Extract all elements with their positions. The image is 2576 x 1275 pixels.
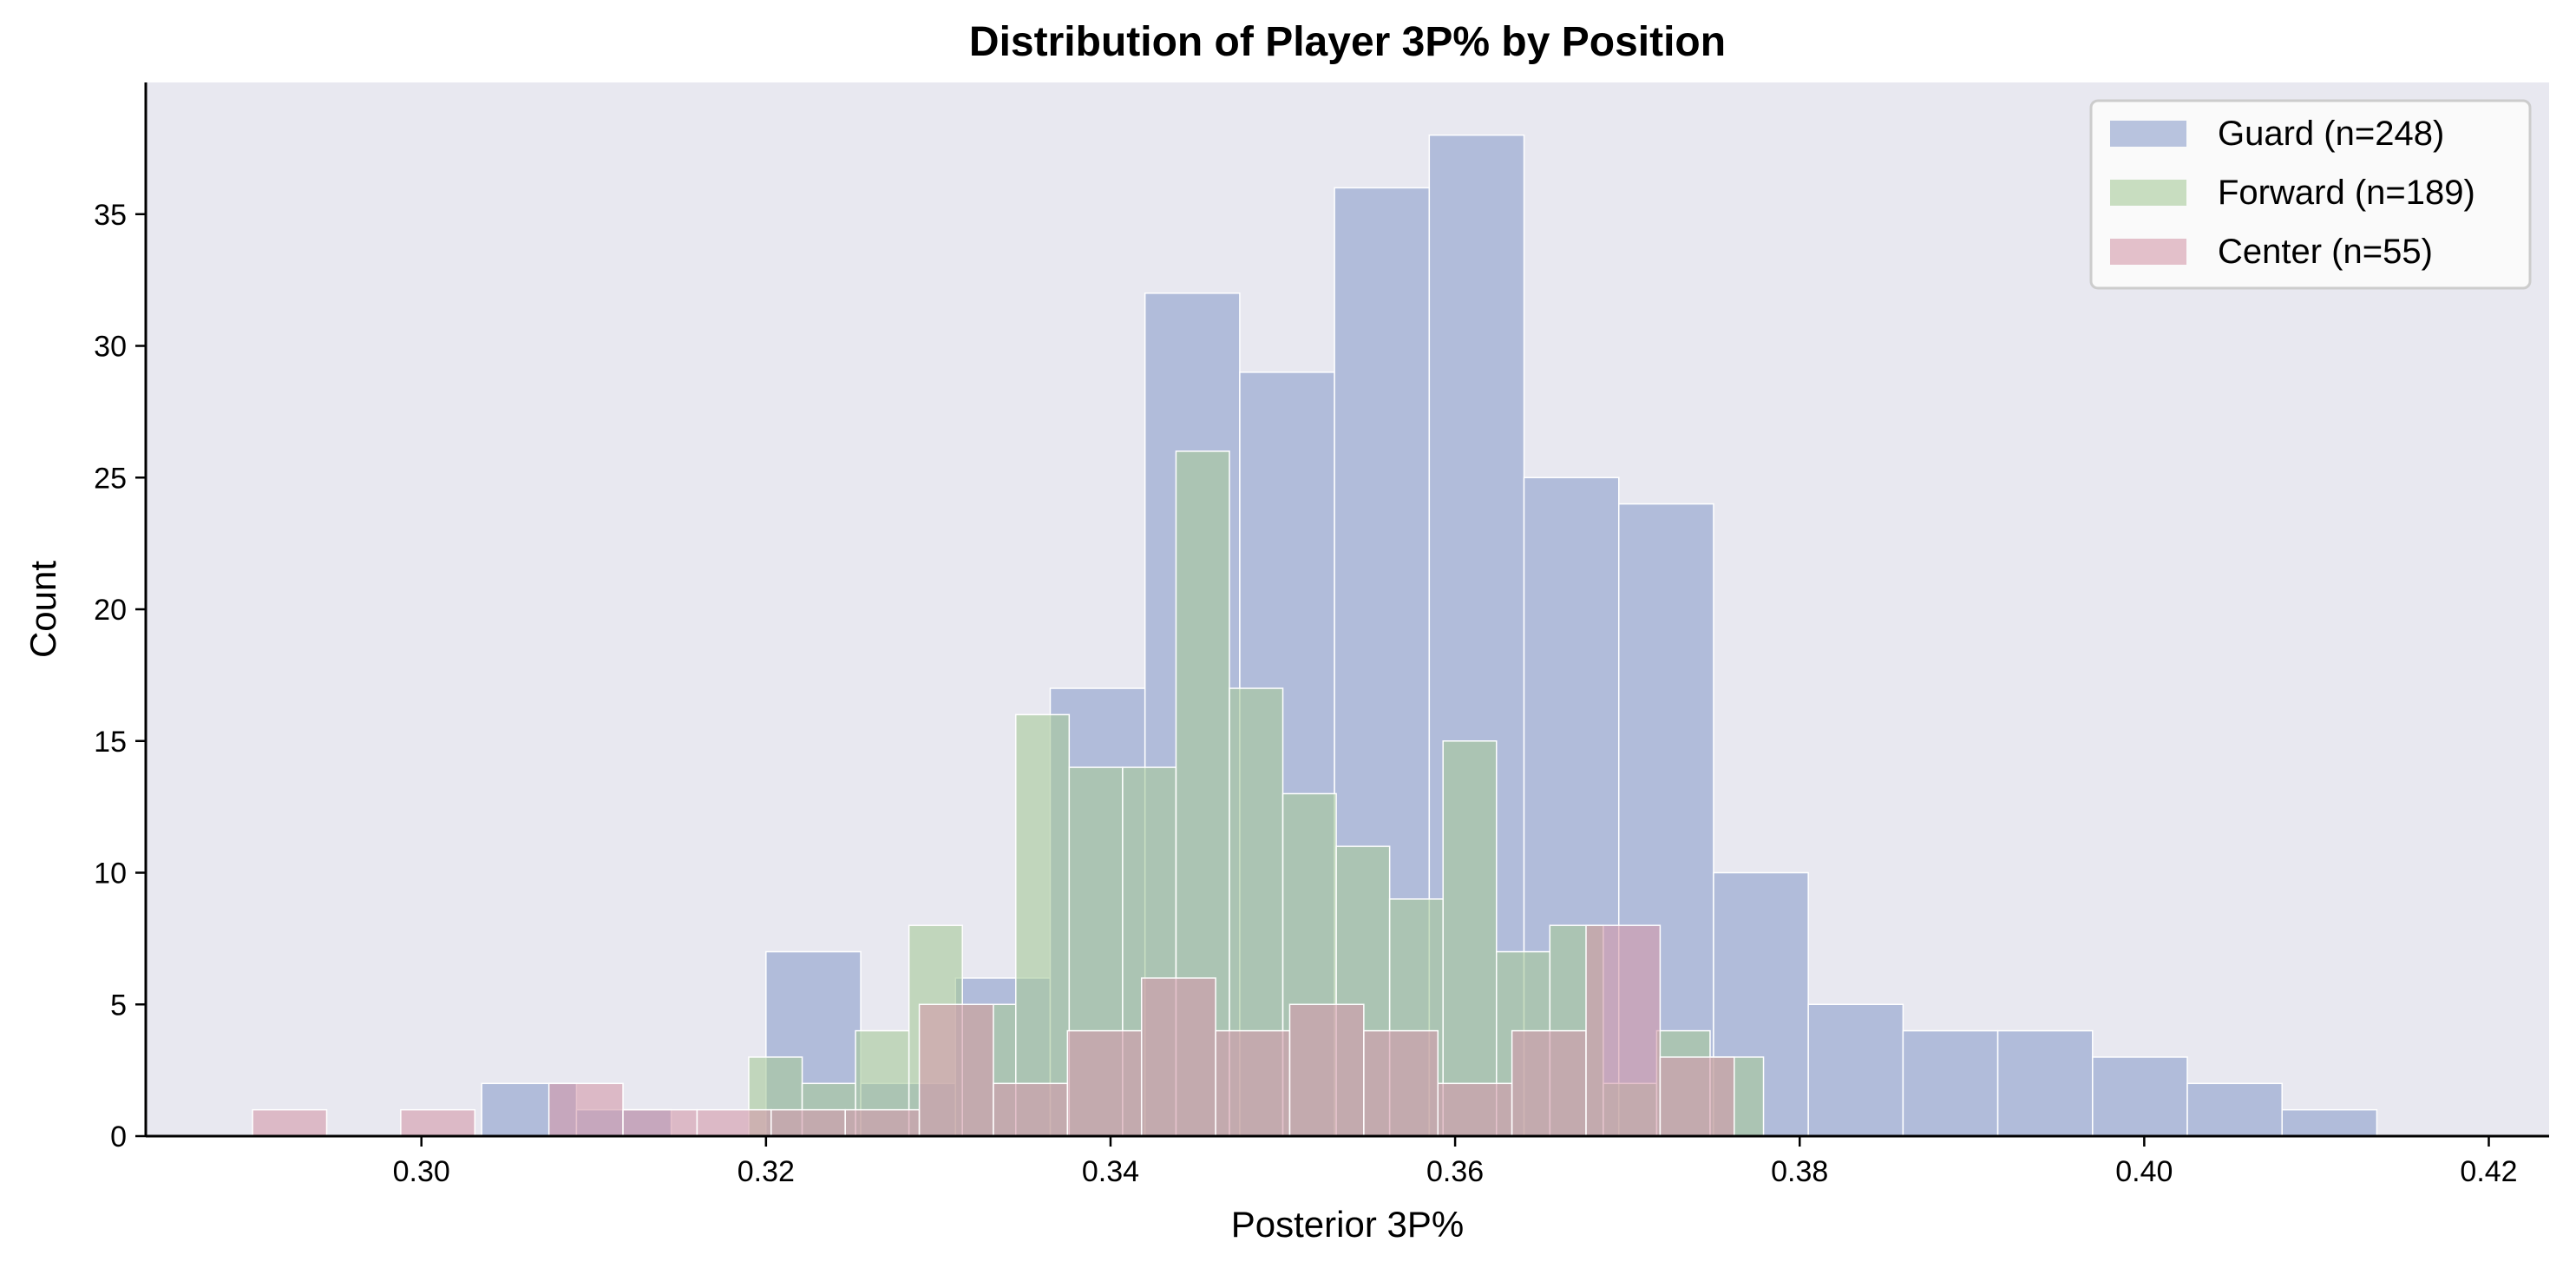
legend-label-forward: Forward (n=189) bbox=[2218, 174, 2475, 212]
bar-center-10 bbox=[993, 1082, 1069, 1137]
y-tick-label: 35 bbox=[94, 199, 127, 232]
legend-swatch-center bbox=[2110, 239, 2186, 265]
x-axis-ticks: 0.30 0.32 0.34 0.36 0.38 0.40 0.42 bbox=[393, 1136, 2518, 1188]
bar-guard-14 bbox=[1807, 1003, 1904, 1137]
bar-center-17 bbox=[1511, 1029, 1587, 1137]
histogram-bars bbox=[252, 134, 2378, 1137]
bar-center-7 bbox=[770, 1108, 846, 1137]
bar-guard-18 bbox=[2186, 1082, 2283, 1137]
y-tick-label: 10 bbox=[94, 858, 127, 891]
legend: Guard (n=248) Forward (n=189) Center (n=55… bbox=[2089, 99, 2532, 290]
y-tick-label: 0 bbox=[110, 1121, 127, 1153]
bar-center-18 bbox=[1585, 924, 1662, 1137]
x-tick-label: 0.38 bbox=[1771, 1155, 1828, 1188]
y-tick-label: 20 bbox=[94, 594, 127, 627]
chart-title: Distribution of Player 3P% by Position bbox=[969, 19, 1726, 65]
bar-center-5 bbox=[622, 1108, 698, 1137]
y-tick-label: 25 bbox=[94, 462, 127, 495]
x-tick-label: 0.34 bbox=[1082, 1155, 1139, 1188]
x-tick-label: 0.40 bbox=[2115, 1155, 2173, 1188]
bar-center-9 bbox=[918, 1003, 994, 1137]
y-tick-label: 5 bbox=[110, 989, 127, 1022]
legend-swatch-forward bbox=[2110, 180, 2186, 206]
legend-label-center: Center (n=55) bbox=[2218, 233, 2433, 271]
bar-center-11 bbox=[1066, 1029, 1143, 1137]
y-tick-label: 15 bbox=[94, 726, 127, 759]
legend-swatch-guard bbox=[2110, 121, 2186, 147]
bar-center-14 bbox=[1288, 1003, 1365, 1137]
bar-center-15 bbox=[1363, 1029, 1439, 1137]
y-tick-label: 30 bbox=[94, 331, 127, 364]
x-tick-label: 0.30 bbox=[393, 1155, 450, 1188]
x-tick-label: 0.36 bbox=[1426, 1155, 1484, 1188]
bar-center-8 bbox=[844, 1108, 921, 1137]
bar-center-16 bbox=[1437, 1082, 1513, 1137]
bar-guard-15 bbox=[1902, 1029, 1999, 1137]
bar-center-19 bbox=[1659, 1056, 1735, 1137]
x-tick-label: 0.32 bbox=[737, 1155, 795, 1188]
bar-center-12 bbox=[1140, 977, 1216, 1137]
legend-box bbox=[2089, 99, 2532, 290]
bar-center-13 bbox=[1215, 1029, 1291, 1137]
y-axis-ticks: 0 5 10 15 20 25 30 35 bbox=[94, 199, 146, 1153]
bar-center-2 bbox=[400, 1108, 476, 1137]
bar-guard-19 bbox=[2281, 1108, 2378, 1137]
bar-center-6 bbox=[696, 1108, 772, 1137]
x-axis-label: Posterior 3P% bbox=[1231, 1204, 1464, 1245]
bar-center-0 bbox=[252, 1108, 328, 1137]
bar-forward-5 bbox=[1015, 713, 1071, 1137]
bar-center-4 bbox=[547, 1082, 624, 1137]
bar-guard-17 bbox=[2092, 1056, 2188, 1137]
legend-label-guard: Guard (n=248) bbox=[2218, 115, 2444, 153]
bar-guard-16 bbox=[1996, 1029, 2094, 1137]
y-axis-label: Count bbox=[23, 561, 63, 658]
x-tick-label: 0.42 bbox=[2460, 1155, 2517, 1188]
bar-forward-13 bbox=[1442, 740, 1498, 1137]
